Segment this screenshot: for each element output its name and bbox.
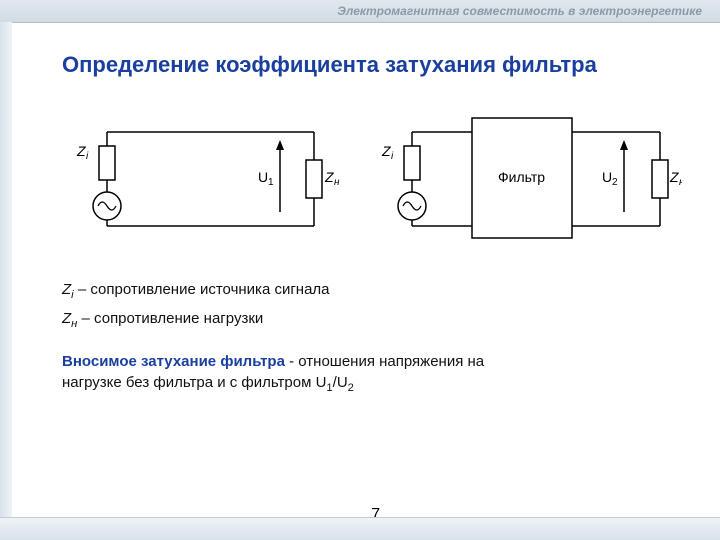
svg-text:Z: Z xyxy=(324,169,334,185)
zi-text: – сопротивление источника сигнала xyxy=(74,281,330,298)
header-bar: Электромагнитная совместимость в электро… xyxy=(0,0,720,23)
line-zi: Zi – сопротивление источника сигнала xyxy=(62,279,690,304)
svg-text:1: 1 xyxy=(268,177,274,188)
page-title: Определение коэффициента затухания фильт… xyxy=(62,52,690,78)
diagram-row: Z i xyxy=(62,104,690,249)
svg-text:i: i xyxy=(391,151,394,162)
bottom-gradient-bar xyxy=(0,517,720,540)
svg-text:Z: Z xyxy=(76,143,86,159)
definition-lead: Вносимое затухание фильтра xyxy=(62,353,285,370)
zh-text: – сопротивление нагрузки xyxy=(77,310,263,327)
definition-tail2: нагрузке без фильтра и с фильтром U xyxy=(62,374,326,391)
slide-content: Определение коэффициента затухания фильт… xyxy=(12,22,720,518)
zi-symbol: Zi xyxy=(62,281,74,298)
diagram-right: Z i Фильтр Z н U 2 xyxy=(372,104,682,249)
diagram-left: Z i xyxy=(62,104,342,249)
svg-text:U: U xyxy=(258,169,268,185)
header-text: Электромагнитная совместимость в электро… xyxy=(337,4,702,18)
svg-text:2: 2 xyxy=(612,177,618,188)
definition-para: Вносимое затухание фильтра - отношения н… xyxy=(62,351,690,397)
svg-text:Z: Z xyxy=(381,143,391,159)
left-gradient-bar xyxy=(0,22,12,518)
definition-tail1: - отношения напряжения на xyxy=(285,353,484,370)
description-block: Zi – сопротивление источника сигнала Zн … xyxy=(62,279,690,396)
filter-label: Фильтр xyxy=(498,169,545,185)
svg-text:н: н xyxy=(334,177,340,188)
u-slash: /U xyxy=(333,374,348,391)
line-zh: Zн – сопротивление нагрузки xyxy=(62,308,690,333)
u2-sub: 2 xyxy=(348,382,354,394)
svg-text:Z: Z xyxy=(669,169,679,185)
zh-symbol: Zн xyxy=(62,310,77,327)
svg-text:U: U xyxy=(602,169,612,185)
svg-text:н: н xyxy=(679,177,682,188)
